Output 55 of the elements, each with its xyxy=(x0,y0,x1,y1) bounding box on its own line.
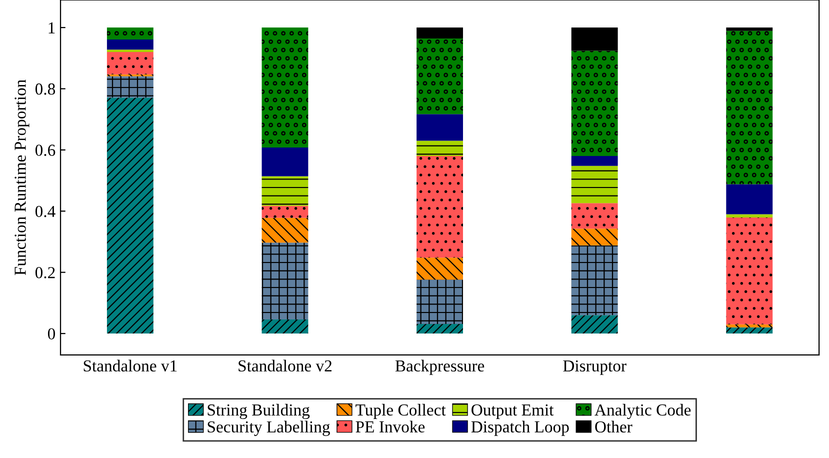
bar xyxy=(571,315,618,334)
bar xyxy=(262,147,308,176)
bar xyxy=(571,228,618,246)
bar xyxy=(571,28,618,51)
bar xyxy=(416,140,464,156)
legend-label: Output Emit xyxy=(472,404,554,419)
y-axis-title: Function Runtime Proportion xyxy=(14,80,30,276)
bar xyxy=(726,327,773,334)
bar xyxy=(106,50,154,52)
bar xyxy=(262,319,308,334)
bar xyxy=(726,184,773,214)
bar xyxy=(106,39,154,50)
legend-label: Other xyxy=(595,420,632,433)
bar xyxy=(106,52,154,74)
y-tick-label: 0.4 xyxy=(35,206,56,218)
bar xyxy=(416,280,464,324)
legend-label: Tuple Collect xyxy=(356,404,446,419)
bar xyxy=(416,324,464,334)
legend-label: String Building xyxy=(208,404,310,420)
y-tick-label: 1 xyxy=(48,22,55,34)
bar xyxy=(106,76,154,98)
bar xyxy=(571,245,618,316)
y-tick-label: 0.8 xyxy=(35,83,56,95)
bar xyxy=(726,214,773,218)
x-tick-label: Standalone v2 xyxy=(238,360,332,372)
legend-label: PE Invoke xyxy=(356,420,425,432)
legend-label: Analytic Code xyxy=(594,404,691,420)
bar xyxy=(262,218,308,243)
bar xyxy=(262,28,308,148)
bar xyxy=(571,156,618,166)
y-tick-label: 0.2 xyxy=(35,267,55,278)
bar xyxy=(571,203,618,229)
bar xyxy=(571,50,618,156)
x-tick-label: Backpressure xyxy=(395,360,484,375)
y-tick-label: 0 xyxy=(48,328,56,340)
legend-label: Dispatch Loop xyxy=(471,420,569,436)
bar xyxy=(416,114,464,141)
bar xyxy=(416,28,464,39)
x-tick-label: Disruptor xyxy=(563,360,626,375)
bar xyxy=(262,206,308,218)
legend-label: Security Labelling xyxy=(208,420,330,436)
bar xyxy=(106,98,154,334)
bar xyxy=(726,30,773,184)
bar xyxy=(726,324,773,328)
bar xyxy=(416,156,464,258)
bar xyxy=(726,218,773,324)
bar xyxy=(726,28,773,31)
bar xyxy=(262,242,308,320)
bar xyxy=(416,258,464,280)
bar xyxy=(416,38,464,114)
y-tick-label: 0.6 xyxy=(35,144,56,156)
bar xyxy=(106,28,154,40)
bar xyxy=(571,166,618,204)
x-tick-label: Standalone v1 xyxy=(84,360,177,372)
bar xyxy=(262,176,308,206)
